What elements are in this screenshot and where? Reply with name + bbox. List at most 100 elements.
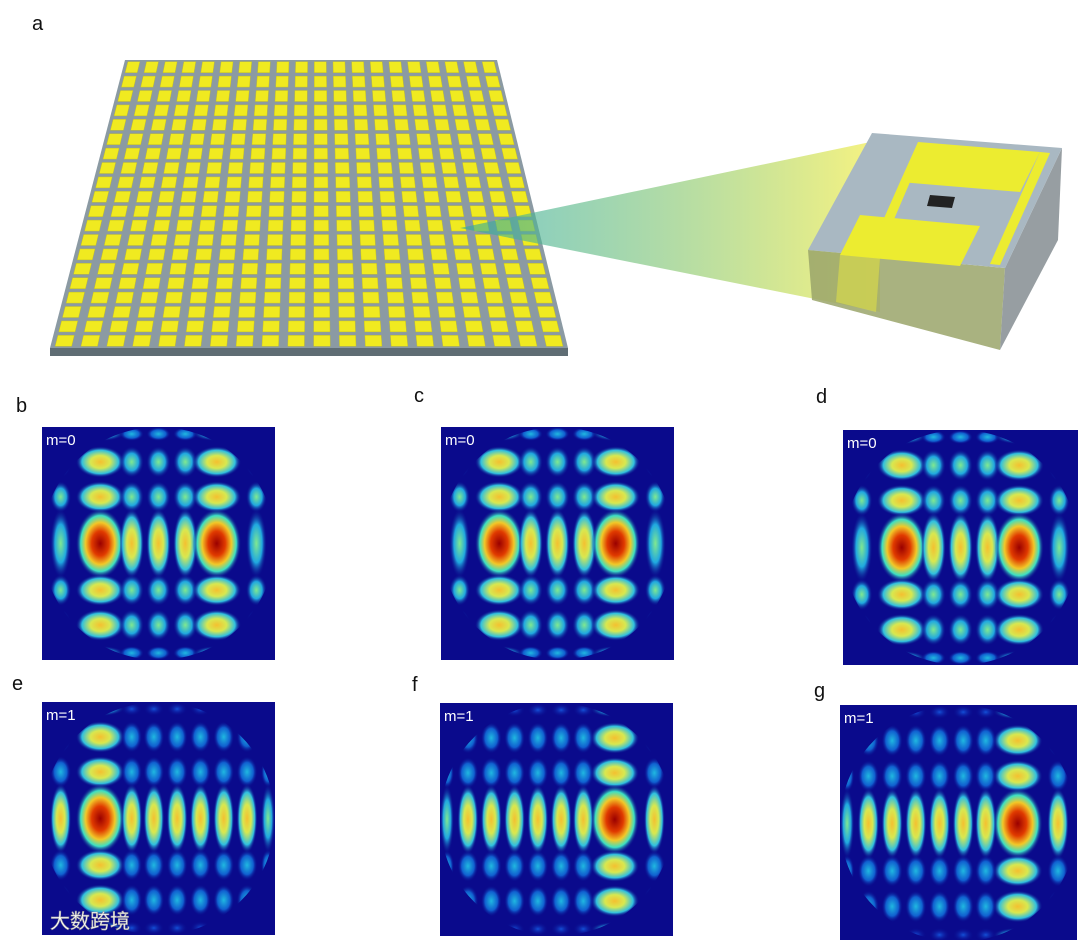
meta-atom <box>334 147 349 160</box>
meta-atom <box>336 219 352 232</box>
meta-atom <box>480 147 497 160</box>
meta-atom <box>351 61 365 73</box>
meta-atom <box>498 133 515 145</box>
meta-atom <box>464 176 482 189</box>
meta-atom <box>439 320 458 333</box>
field-map <box>50 702 275 935</box>
meta-atom <box>482 277 501 289</box>
meta-atom <box>100 248 119 261</box>
meta-atom <box>391 90 406 102</box>
field-lobe <box>146 574 171 606</box>
meta-atom <box>352 90 367 102</box>
meta-atom <box>251 133 267 145</box>
meta-atom <box>458 277 477 289</box>
field-lobe <box>518 446 543 478</box>
field-lobe <box>192 508 242 579</box>
meta-atom <box>173 104 189 117</box>
field-lobe <box>952 724 974 757</box>
meta-atom <box>364 335 383 347</box>
meta-atom <box>314 90 328 102</box>
field-lobe <box>591 609 641 641</box>
meta-atom <box>423 191 440 203</box>
meta-atom <box>109 320 129 333</box>
meta-atom <box>432 263 450 275</box>
meta-atom <box>434 277 452 289</box>
meta-atom <box>291 176 307 189</box>
meta-atom <box>390 335 409 347</box>
meta-atom <box>471 104 488 117</box>
field-lobe <box>474 574 524 606</box>
meta-atom <box>363 320 382 333</box>
meta-atom <box>384 263 402 275</box>
field-lobe <box>213 849 235 881</box>
meta-atom <box>540 320 560 333</box>
meta-atom <box>434 119 450 131</box>
meta-atom <box>158 191 175 203</box>
field-lobe <box>192 574 242 606</box>
meta-atom <box>355 147 371 160</box>
meta-atom <box>293 119 308 131</box>
meta-atom <box>485 75 501 88</box>
field-lobe <box>550 850 572 882</box>
field-lobe <box>236 756 258 788</box>
meta-atom <box>377 162 393 174</box>
meta-atom <box>354 133 370 145</box>
meta-atom <box>137 306 156 318</box>
meta-atom <box>204 176 221 189</box>
meta-atom <box>241 263 259 275</box>
meta-atom <box>210 335 228 347</box>
meta-atom <box>373 104 388 117</box>
panel-label: d <box>816 386 827 408</box>
field-lobe <box>504 722 526 754</box>
field-lobe <box>952 705 974 720</box>
field-lobe <box>527 757 549 789</box>
field-lobe <box>877 578 927 611</box>
meta-atom <box>210 133 226 145</box>
meta-atom <box>418 147 434 160</box>
meta-atom <box>184 335 203 347</box>
field-lobe <box>881 890 903 923</box>
meta-atom <box>463 61 479 73</box>
field-lobe <box>192 609 242 641</box>
meta-atom <box>160 176 178 189</box>
meta-atom <box>333 90 347 102</box>
meta-atom <box>402 205 419 217</box>
meta-atom <box>232 119 247 131</box>
meta-atom <box>332 61 346 73</box>
meta-atom <box>449 90 465 102</box>
meta-atom <box>313 248 330 261</box>
meta-atom <box>159 75 175 88</box>
meta-atom <box>179 75 194 88</box>
field-lobe <box>545 427 570 441</box>
meta-atom <box>428 75 443 88</box>
meta-atom <box>248 176 264 189</box>
meta-atom <box>313 306 331 318</box>
meta-atom <box>333 104 348 117</box>
field-lobe <box>166 849 188 881</box>
meta-atom <box>62 306 82 318</box>
meta-atom <box>103 234 122 246</box>
meta-atom <box>236 75 251 88</box>
field-lobe <box>857 787 880 860</box>
field-lobe <box>975 484 1000 517</box>
field-lobe <box>952 760 974 793</box>
field-lobe <box>948 613 973 646</box>
meta-atom <box>144 147 162 160</box>
watermark: 大数跨境 <box>50 909 130 933</box>
field-lobe <box>952 854 974 887</box>
field-lobe <box>975 724 997 757</box>
field-lobe <box>994 484 1044 517</box>
meta-atom <box>257 61 271 73</box>
meta-atom <box>247 191 263 203</box>
meta-atom <box>492 335 512 347</box>
field-lobe <box>440 784 454 855</box>
meta-atom <box>65 291 85 304</box>
field-lobe <box>213 884 235 916</box>
meta-atom <box>382 234 399 246</box>
meta-atom <box>256 75 270 88</box>
meta-atom <box>171 119 187 131</box>
meta-atom <box>136 191 153 203</box>
field-lobe <box>545 609 570 641</box>
meta-atom <box>530 277 550 289</box>
meta-atom <box>486 176 503 189</box>
